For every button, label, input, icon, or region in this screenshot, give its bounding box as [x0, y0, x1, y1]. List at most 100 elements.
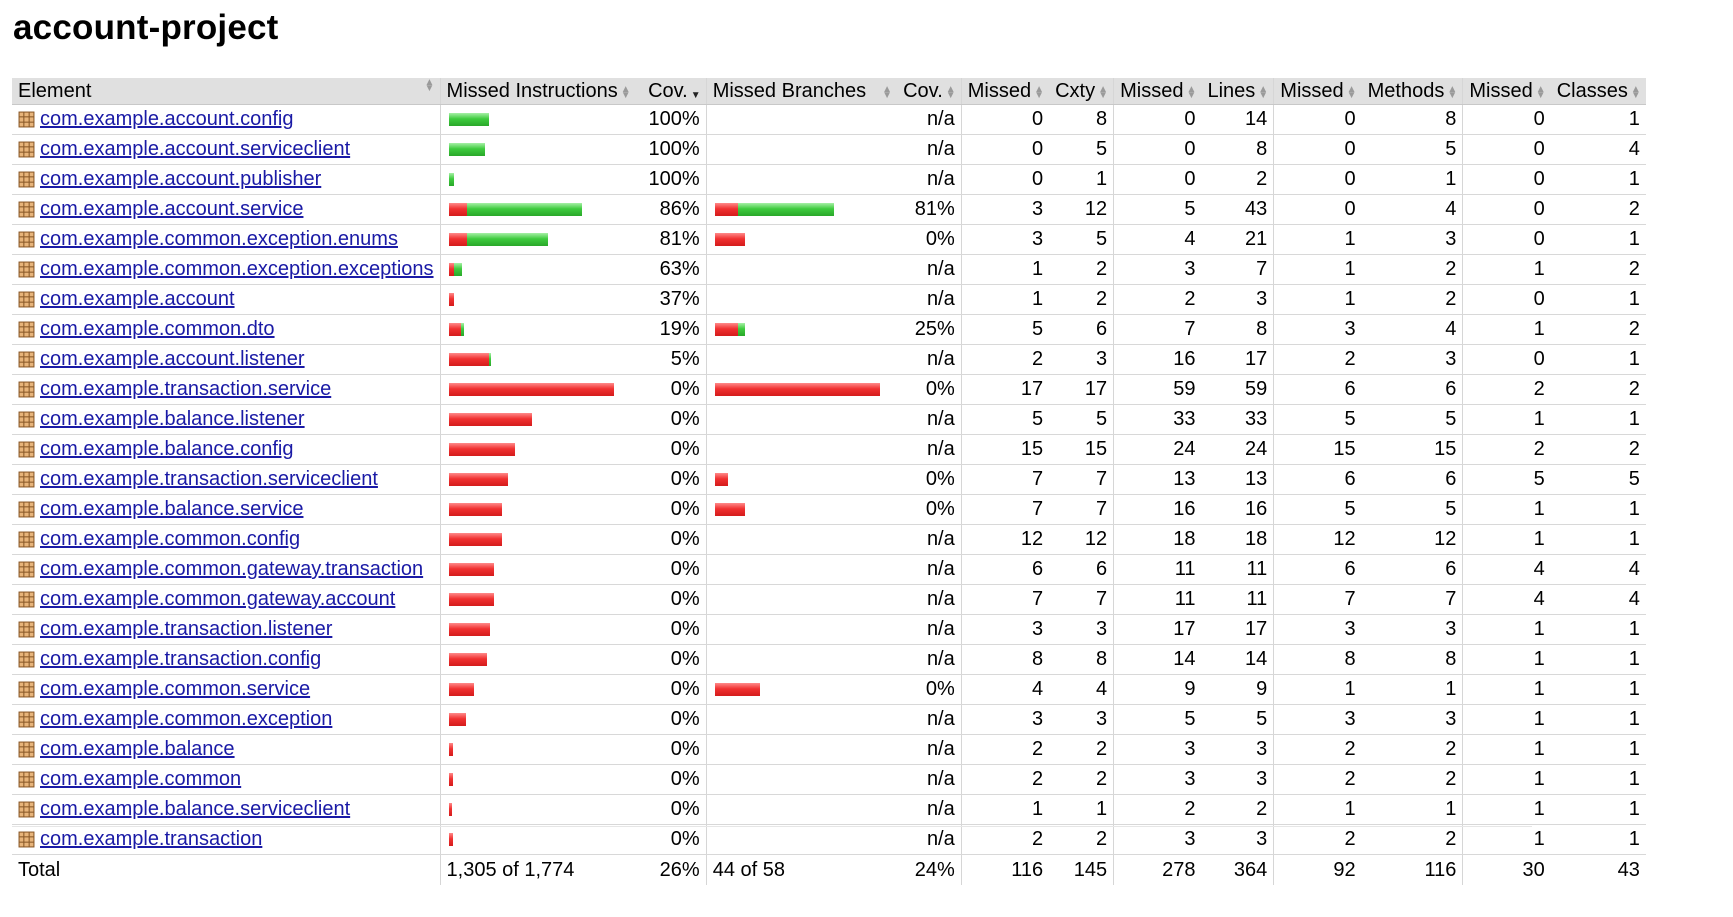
branch-cov-cell: n/a	[897, 764, 962, 795]
missed-lines-cell: 16	[1113, 344, 1202, 375]
element-cell: com.example.balance.listener	[12, 404, 441, 435]
instr-cov-cell: 5%	[635, 344, 707, 375]
package-icon	[18, 621, 35, 638]
package-link[interactable]: com.example.common.exception.exceptions	[40, 258, 434, 280]
package-link[interactable]: com.example.balance	[40, 738, 235, 760]
col-header-missed-lines[interactable]: Missed ▲ ▼	[1113, 78, 1202, 105]
methods-cell: 6	[1361, 374, 1463, 405]
missed-cxty-cell: 12	[960, 524, 1050, 555]
col-header-lines[interactable]: Lines ▲ ▼	[1201, 78, 1274, 105]
package-link[interactable]: com.example.account.config	[40, 108, 294, 130]
package-link[interactable]: com.example.common.exception	[40, 708, 333, 730]
package-link[interactable]: com.example.account	[40, 288, 235, 310]
col-header-element[interactable]: Element ▲ ▼	[12, 77, 441, 105]
branch-cov-cell: n/a	[897, 104, 962, 135]
table-row: com.example.transaction 0% n/a 2 2 3 3 2 2 1 1	[12, 824, 1646, 855]
missed-classes-cell: 1	[1462, 314, 1551, 345]
package-link[interactable]: com.example.account.publisher	[40, 168, 322, 190]
table-row: com.example.common.service 0% 0% 4 4 9 9 1 1 1 1	[12, 674, 1646, 705]
total-missed-classes: 30	[1462, 854, 1551, 885]
cxty-cell: 5	[1049, 404, 1114, 435]
classes-cell: 1	[1550, 104, 1646, 135]
instr-cov-cell: 19%	[635, 314, 707, 345]
methods-cell: 2	[1361, 284, 1463, 315]
cxty-cell: 7	[1049, 464, 1114, 495]
missed-methods-cell: 2	[1273, 824, 1362, 855]
instr-cov-cell: 100%	[635, 164, 707, 195]
lines-cell: 2	[1201, 164, 1274, 195]
package-link[interactable]: com.example.common.dto	[40, 318, 275, 340]
missed-methods-cell: 7	[1273, 584, 1362, 615]
col-header-methods[interactable]: Methods ▲ ▼	[1361, 78, 1463, 105]
lines-cell: 3	[1201, 734, 1274, 765]
package-link[interactable]: com.example.common.service	[40, 678, 311, 700]
package-link[interactable]: com.example.transaction.config	[40, 648, 322, 670]
package-link[interactable]: com.example.account.service	[40, 198, 304, 220]
package-link[interactable]: com.example.common	[40, 768, 242, 790]
missed-cxty-cell: 0	[960, 134, 1050, 165]
col-header-missed-branches[interactable]: Missed Branches ▲ ▼	[705, 78, 898, 105]
methods-cell: 5	[1361, 404, 1463, 435]
package-link[interactable]: com.example.common.exception.enums	[40, 228, 398, 250]
missed-instructions-cell	[439, 614, 636, 645]
missed-methods-cell: 0	[1273, 104, 1362, 135]
package-link[interactable]: com.example.common.config	[40, 528, 301, 550]
package-link[interactable]: com.example.account.listener	[40, 348, 305, 370]
col-header-classes[interactable]: Classes ▲ ▼	[1550, 78, 1646, 105]
missed-branches-cell	[705, 374, 898, 405]
missed-cxty-cell: 7	[960, 464, 1050, 495]
package-link[interactable]: com.example.common.gateway.transaction	[40, 558, 424, 580]
instructions-missed-bar	[448, 563, 494, 576]
table-row: com.example.account.publisher 100% n/a 0 1 0 2…	[12, 164, 1646, 195]
branches-coverage-bar	[714, 203, 880, 216]
missed-branches-cell	[705, 464, 898, 495]
col-header-missed-instructions[interactable]: Missed Instructions ▲ ▼	[439, 78, 636, 105]
col-header-missed-classes[interactable]: Missed ▲ ▼	[1462, 78, 1551, 105]
col-header-cxty[interactable]: Cxty ▲ ▼	[1049, 78, 1114, 105]
missed-cxty-cell: 7	[960, 584, 1050, 615]
element-cell: com.example.common.exception.exceptions	[12, 254, 441, 285]
cxty-cell: 3	[1049, 704, 1114, 735]
sort-icon: ▲ ▼	[945, 83, 956, 101]
missed-methods-cell: 1	[1273, 254, 1362, 285]
missed-methods-cell: 8	[1273, 644, 1362, 675]
package-link[interactable]: com.example.common.gateway.account	[40, 588, 396, 610]
package-icon	[18, 651, 35, 668]
instructions-coverage-bar	[448, 683, 614, 696]
missed-branches-cell	[705, 764, 898, 795]
table-row: com.example.balance.service 0% 0% 7 7 16 16 5 5 1…	[12, 494, 1646, 525]
instr-cov-cell: 0%	[635, 734, 707, 765]
package-link[interactable]: com.example.account.serviceclient	[40, 138, 351, 160]
branch-cov-cell: 0%	[897, 494, 962, 525]
col-header-missed-methods[interactable]: Missed ▲ ▼	[1273, 78, 1362, 105]
package-link[interactable]: com.example.transaction.service	[40, 378, 332, 400]
package-link[interactable]: com.example.balance.serviceclient	[40, 798, 351, 820]
package-icon	[18, 141, 35, 158]
package-link[interactable]: com.example.balance.config	[40, 438, 294, 460]
package-link[interactable]: com.example.transaction.serviceclient	[40, 468, 378, 490]
branch-cov-cell: 0%	[897, 674, 962, 705]
col-header-missed-cxty[interactable]: Missed ▲ ▼	[960, 78, 1050, 105]
methods-cell: 3	[1361, 344, 1463, 375]
branches-covered-bar	[737, 203, 834, 216]
package-icon	[18, 531, 35, 548]
lines-cell: 16	[1201, 494, 1274, 525]
package-icon	[18, 291, 35, 308]
col-header-instr-cov[interactable]: Cov.▲▼	[635, 78, 707, 105]
missed-classes-cell: 1	[1462, 674, 1551, 705]
instructions-missed-bar	[448, 323, 461, 336]
package-link[interactable]: com.example.balance.listener	[40, 408, 305, 430]
col-header-branch-cov[interactable]: Cov. ▲ ▼	[897, 78, 962, 105]
branch-cov-cell: n/a	[897, 824, 962, 855]
instr-cov-cell: 0%	[635, 614, 707, 645]
package-link[interactable]: com.example.balance.service	[40, 498, 304, 520]
package-link[interactable]: com.example.transaction	[40, 828, 263, 850]
methods-cell: 6	[1361, 464, 1463, 495]
missed-branches-cell	[705, 704, 898, 735]
missed-methods-cell: 0	[1273, 194, 1362, 225]
table-row: com.example.common.dto 19% 25% 5 6 7 8 3 4 1 2	[12, 314, 1646, 345]
instr-cov-cell: 0%	[635, 494, 707, 525]
missed-instructions-cell	[439, 344, 636, 375]
package-link[interactable]: com.example.transaction.listener	[40, 618, 333, 640]
lines-cell: 33	[1201, 404, 1274, 435]
